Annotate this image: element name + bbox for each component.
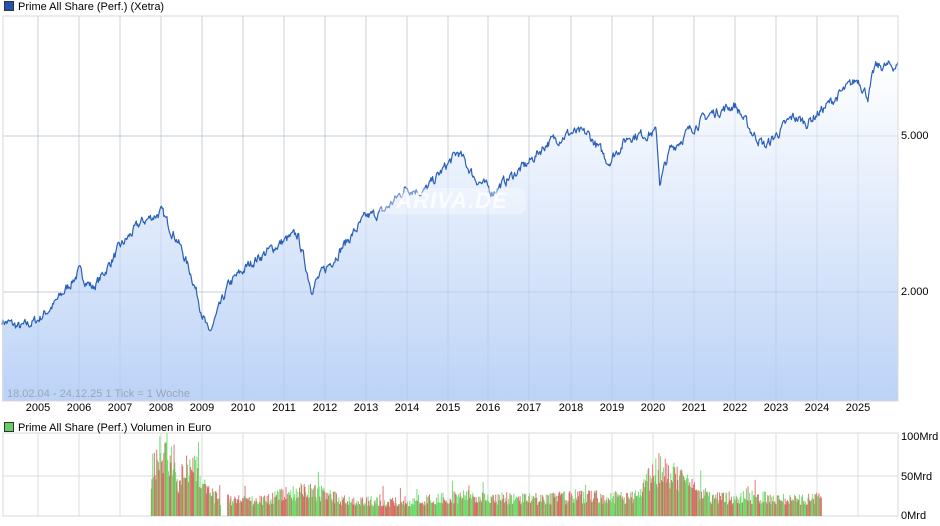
x-label-2013: 2013: [353, 402, 379, 414]
volume-legend: Prime All Share (Perf.) Volumen in Euro: [4, 422, 211, 434]
x-label-2018: 2018: [558, 402, 584, 414]
price-legend: Prime All Share (Perf.) (Xetra): [4, 1, 164, 13]
y-label-5000: 5.000: [901, 130, 929, 142]
x-label-2007: 2007: [107, 402, 133, 414]
x-label-2023: 2023: [763, 402, 789, 414]
vol-label-50: 50Mrd: [901, 471, 933, 483]
x-label-2016: 2016: [475, 402, 501, 414]
x-label-2012: 2012: [312, 402, 338, 414]
price-line[interactable]: [1, 60, 899, 332]
price-area-fill: [2, 61, 898, 401]
range-text: 18.02.04 - 24.12.25 1 Tick = 1 Woche: [7, 388, 190, 400]
price-legend-label: Prime All Share (Perf.) (Xetra): [18, 1, 165, 13]
x-label-2019: 2019: [599, 402, 625, 414]
x-label-2006: 2006: [66, 402, 92, 414]
x-label-2015: 2015: [435, 402, 461, 414]
x-label-2017: 2017: [516, 402, 542, 414]
price-grid-overlay: [3, 16, 898, 401]
x-label-2011: 2011: [272, 402, 296, 414]
x-label-2021: 2021: [681, 402, 707, 414]
x-label-2005: 2005: [25, 402, 51, 414]
x-label-2025: 2025: [845, 402, 871, 414]
x-label-2010: 2010: [230, 402, 256, 414]
x-label-2022: 2022: [722, 402, 748, 414]
y-label-2000: 2.000: [901, 286, 929, 298]
volume-bars[interactable]: [150, 433, 822, 516]
x-label-2009: 2009: [189, 402, 215, 414]
volume-grid: [2, 432, 899, 517]
x-label-2020: 2020: [640, 402, 666, 414]
legend-swatch-volume: [4, 422, 14, 432]
legend-swatch-price: [4, 1, 14, 11]
vol-label-0: 0Mrd: [901, 510, 927, 522]
x-label-2014: 2014: [394, 402, 420, 414]
price-plot-border: [2, 15, 899, 402]
x-label-2024: 2024: [804, 402, 830, 414]
volume-legend-label: Prime All Share (Perf.) Volumen in Euro: [18, 422, 212, 434]
x-label-2008: 2008: [148, 402, 174, 414]
vol-label-100: 100Mrd: [901, 431, 939, 443]
ariva-watermark: ARIVA.DE: [378, 188, 526, 214]
